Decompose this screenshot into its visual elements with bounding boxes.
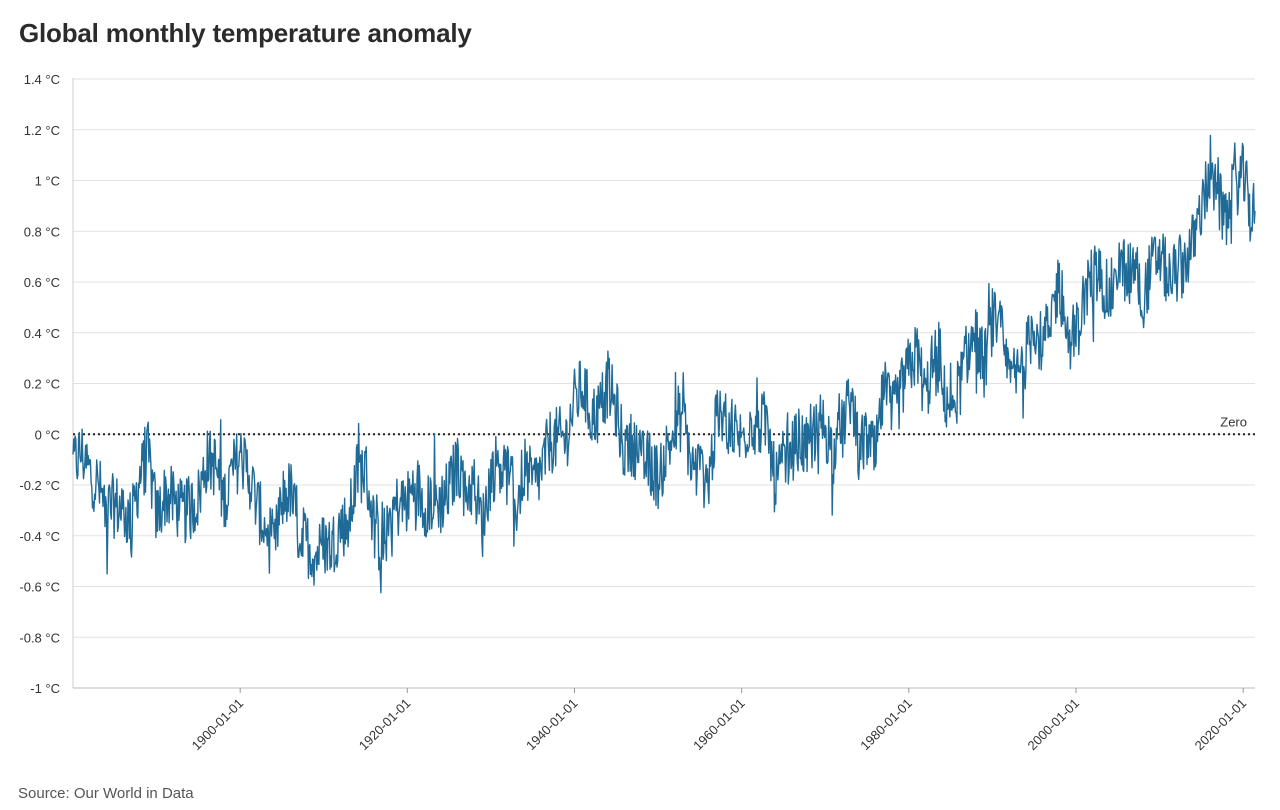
x-tick-label: 2000-01-01 (1024, 696, 1082, 754)
x-axis-ticks: 1900-01-01 1920-01-01 1940-01-01 1960-01-01… (189, 688, 1250, 754)
x-tick-label: 1900-01-01 (189, 696, 247, 754)
y-tick-label: -1 °C (30, 681, 60, 696)
x-tick-label: 1960-01-01 (690, 696, 748, 754)
y-tick-label: 1.2 °C (24, 123, 60, 138)
y-tick-label: 0.2 °C (24, 377, 60, 392)
y-tick-label: 1 °C (35, 174, 60, 189)
line-chart: 1.4 °C 1.2 °C 1 °C 0.8 °C 0.6 °C 0.4 °C 0.2 °C… (19, 72, 1256, 754)
zero-reference-label: Zero (1220, 414, 1247, 429)
y-tick-label: -0.6 °C (19, 580, 60, 595)
y-tick-label: 0.8 °C (24, 224, 60, 239)
x-tick-label: 1980-01-01 (857, 696, 915, 754)
y-tick-label: 0 °C (35, 427, 60, 442)
gridlines (73, 78, 1255, 638)
series-group (72, 134, 1256, 594)
y-tick-label: 0.4 °C (24, 326, 60, 341)
y-tick-label: -0.2 °C (19, 478, 60, 493)
y-tick-label: -0.4 °C (19, 529, 60, 544)
y-tick-label: 1.4 °C (24, 72, 60, 87)
y-tick-label: -0.8 °C (19, 630, 60, 645)
x-tick-label: 1940-01-01 (523, 696, 581, 754)
chart-title: Global monthly temperature anomaly (19, 18, 472, 48)
x-tick-label: 2020-01-01 (1192, 696, 1250, 754)
series-line (72, 134, 1256, 594)
x-tick-label: 1920-01-01 (356, 696, 414, 754)
y-tick-label: 0.6 °C (24, 275, 60, 290)
source-note: Source: Our World in Data (18, 785, 194, 802)
y-axis-ticks: 1.4 °C 1.2 °C 1 °C 0.8 °C 0.6 °C 0.4 °C 0.2 °C… (19, 72, 60, 696)
